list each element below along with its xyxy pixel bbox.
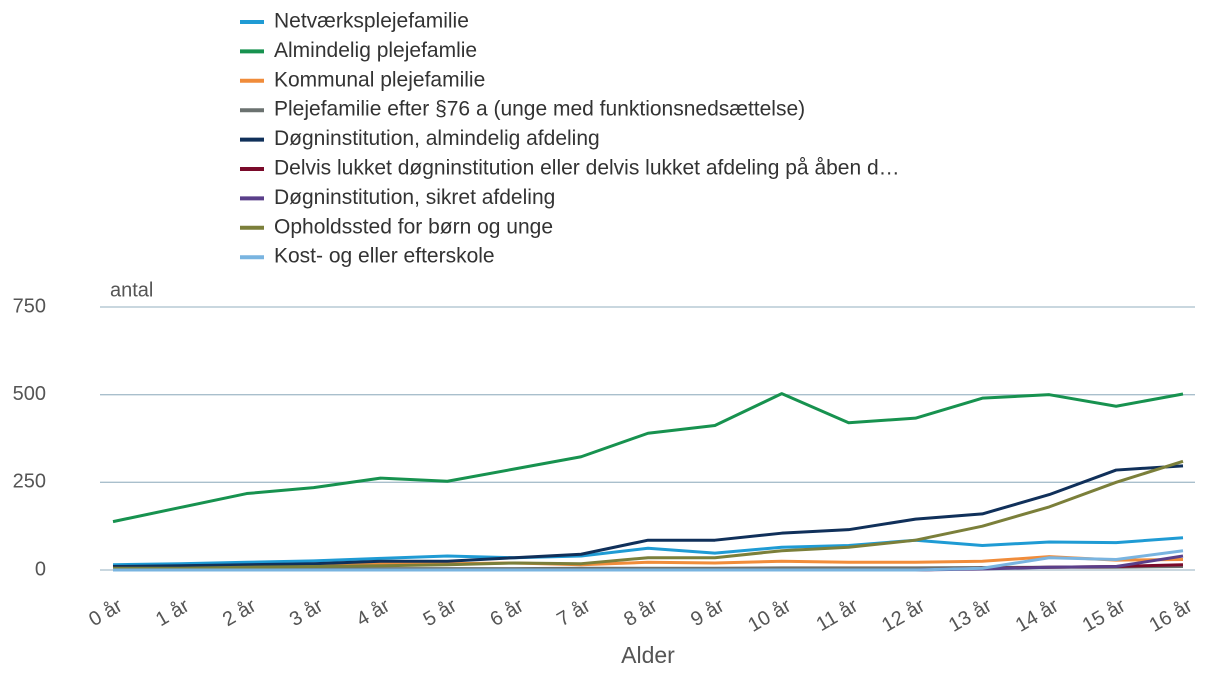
x-tick-label: 0 år — [85, 595, 126, 631]
x-tick-label: 1 år — [152, 595, 193, 631]
legend-label: Plejefamilie efter §76 a (unge med funkt… — [274, 98, 805, 121]
legend-label: Døgninstitution, almindelig afdeling — [274, 127, 600, 150]
legend-label: Netværksplejefamilie — [274, 10, 469, 33]
x-tick-label: 10 år — [744, 595, 795, 637]
legend-label: Opholdssted for børn og unge — [274, 215, 553, 238]
series-line — [113, 459, 1184, 570]
x-tick-label: 16 år — [1146, 595, 1197, 637]
y-tick-label: 250 — [13, 471, 46, 493]
x-tick-label: 8 år — [620, 595, 661, 631]
x-tick-label: 2 år — [219, 595, 260, 631]
legend-label: Delvis lukket døgninstitution eller delv… — [274, 157, 900, 180]
x-tick-label: 12 år — [878, 595, 929, 637]
series-line — [112, 392, 1184, 524]
y-tick-label: 0 — [35, 558, 46, 580]
x-tick-label: 5 år — [420, 595, 461, 631]
y-tick-label: 500 — [13, 383, 46, 405]
legend-label: Kost- og eller efterskole — [274, 245, 495, 268]
x-tick-label: 3 år — [286, 595, 327, 631]
x-axis-label: Alder — [621, 642, 675, 668]
series-line — [113, 549, 1184, 572]
x-tick-label: 9 år — [687, 595, 728, 631]
y-axis-label: antal — [110, 279, 153, 301]
series-line — [112, 464, 1184, 568]
x-tick-label: 15 år — [1079, 595, 1130, 637]
x-tick-label: 7 år — [553, 595, 594, 631]
x-tick-label: 6 år — [487, 595, 528, 631]
y-tick-label: 750 — [13, 295, 46, 317]
series-line — [112, 536, 1184, 567]
x-tick-label: 14 år — [1012, 595, 1063, 637]
x-tick-label: 13 år — [945, 595, 996, 637]
x-tick-label: 11 år — [813, 595, 862, 636]
legend: Netværksplejefamilie Almindelig plejefaml… — [240, 10, 900, 268]
x-tick-label: 4 år — [353, 595, 394, 631]
legend-label: Almindelig plejefamlie — [274, 39, 477, 62]
legend-label: Døgninstitution, sikret afdeling — [274, 186, 555, 209]
legend-label: Kommunal plejefamilie — [274, 68, 485, 91]
